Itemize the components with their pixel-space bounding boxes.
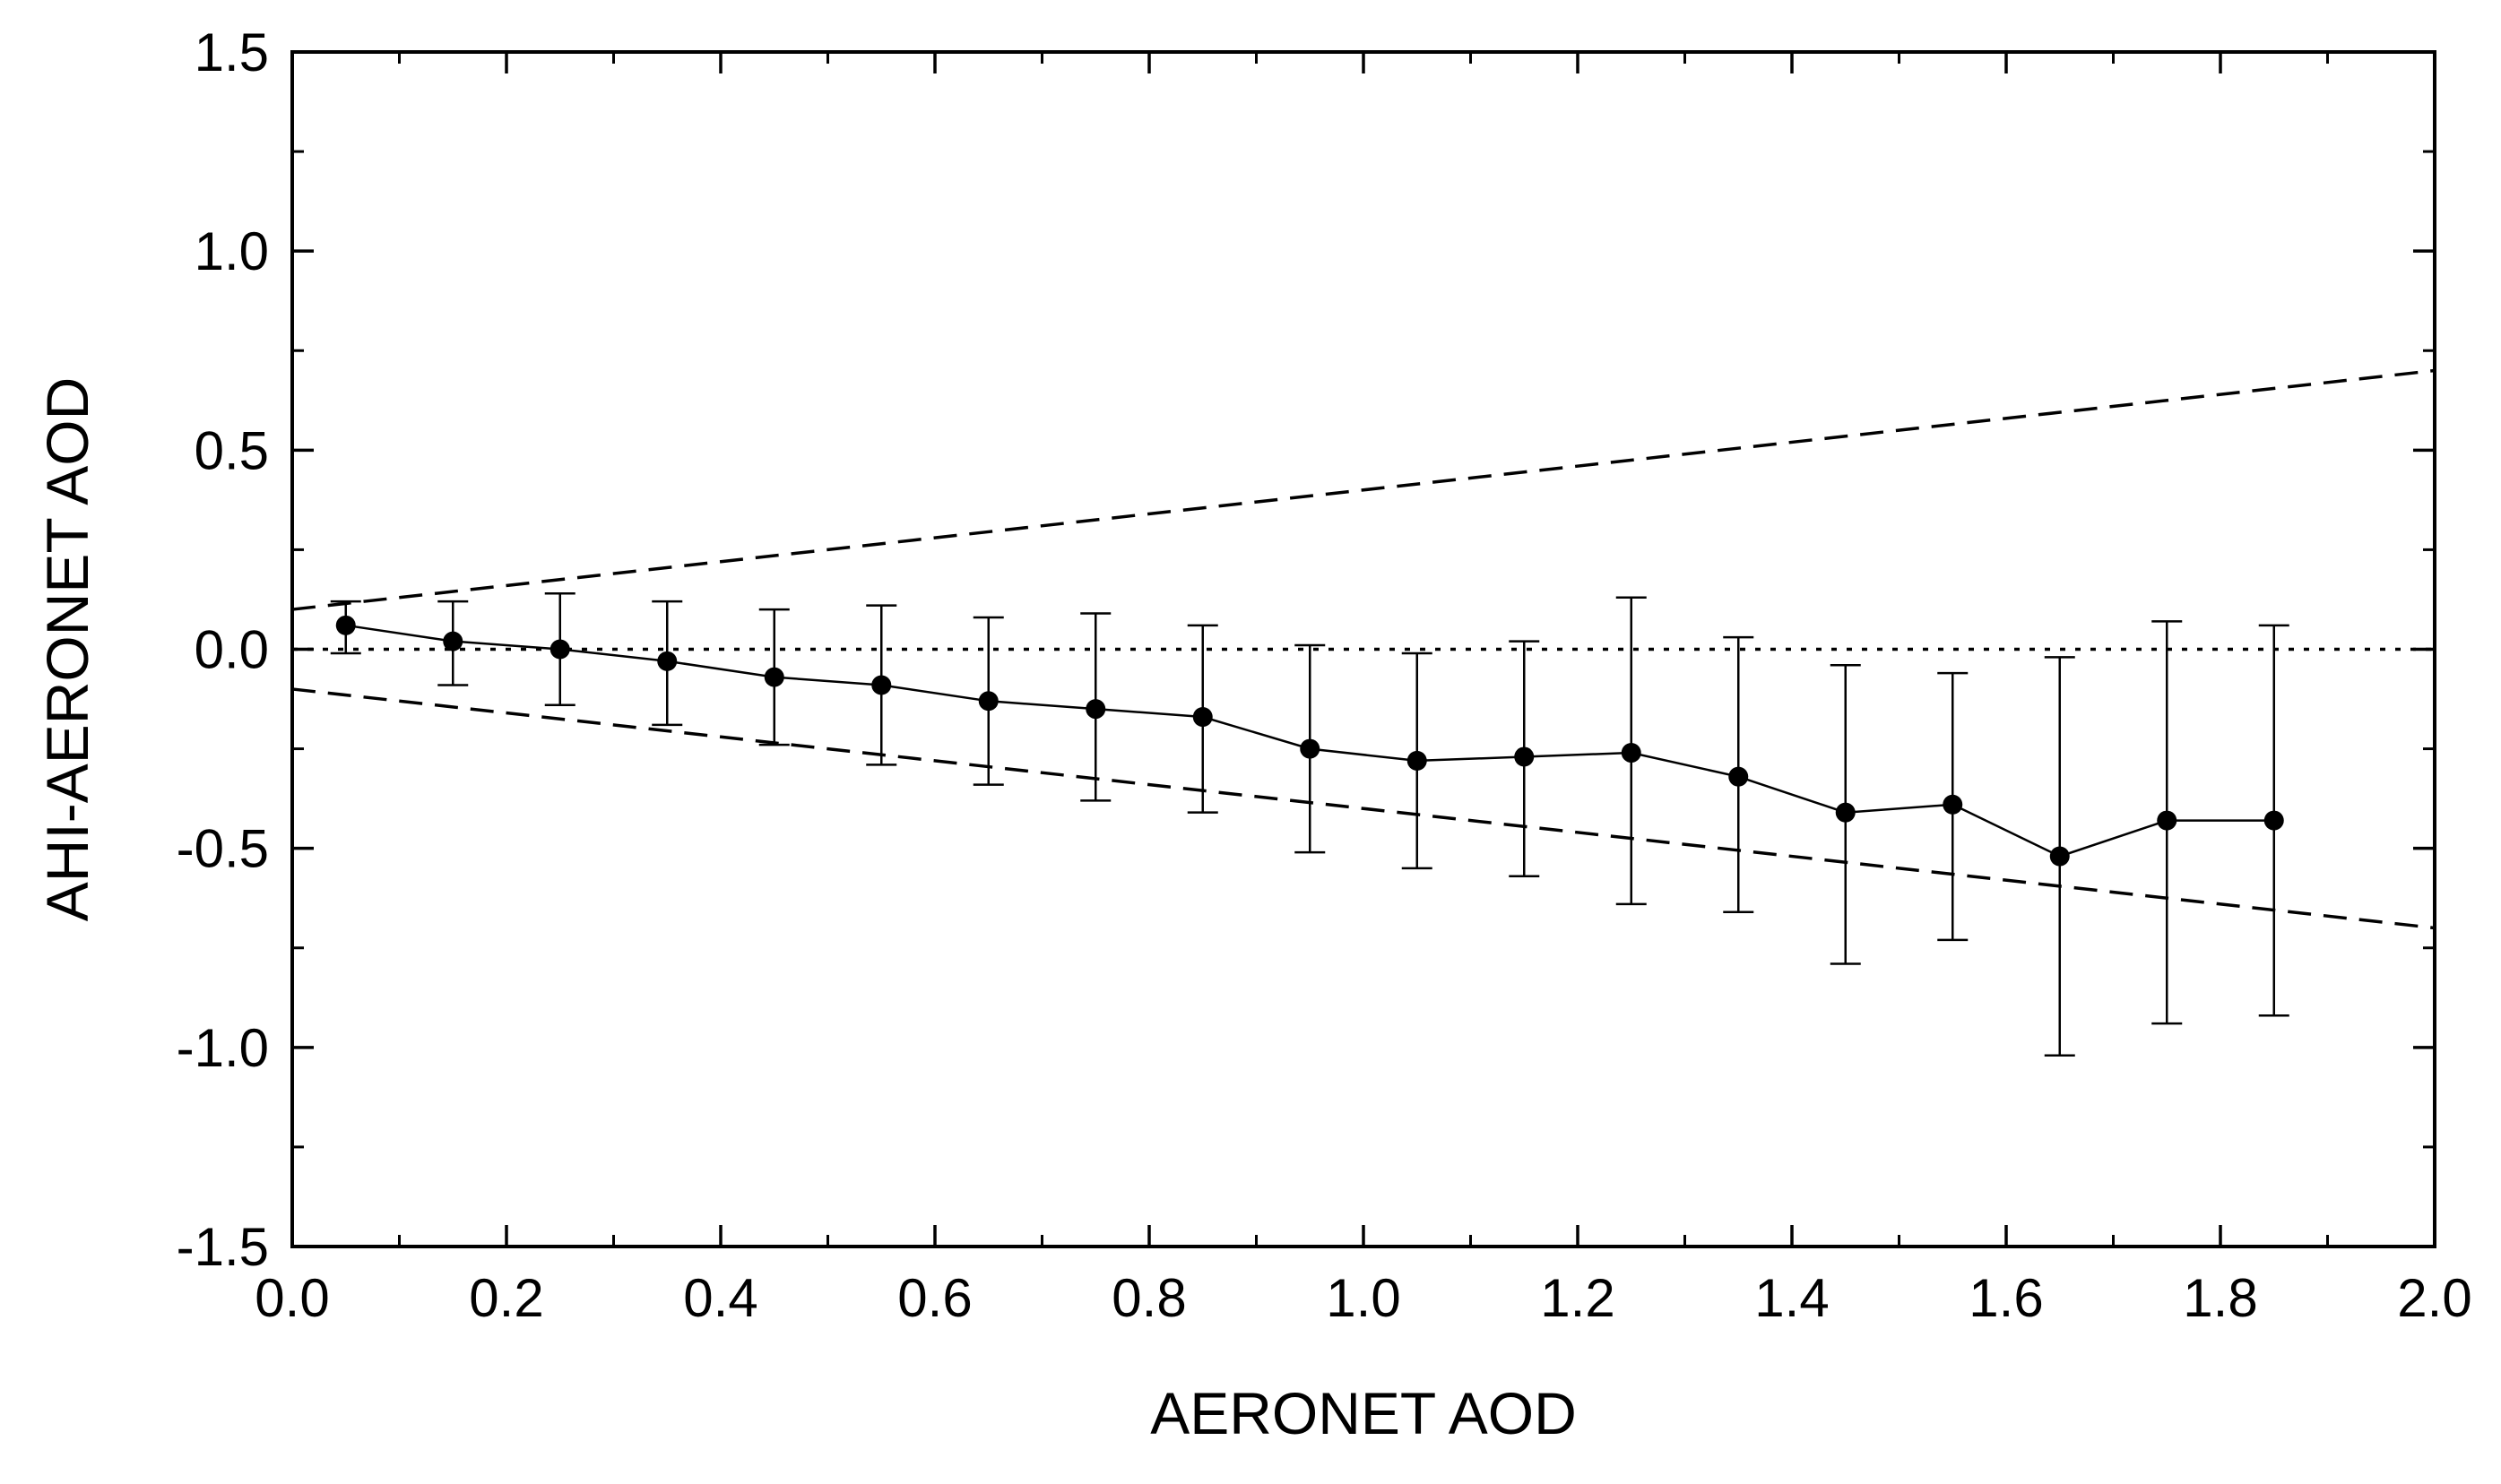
y-tick-label: 1.0	[195, 221, 269, 281]
reference-lines	[291, 368, 2436, 930]
data-point	[1835, 802, 1856, 823]
x-tick-label: 1.4	[1754, 1268, 1829, 1328]
x-tick-label: 0.4	[683, 1268, 757, 1328]
x-tick-label: 1.8	[2183, 1268, 2257, 1328]
data-point	[335, 615, 356, 635]
x-tick-label: 1.6	[1969, 1268, 2043, 1328]
data-point	[2263, 810, 2284, 831]
x-tick-label: 0.8	[1112, 1268, 1186, 1328]
data-series	[330, 592, 2289, 1057]
data-point	[1406, 750, 1427, 771]
data-point	[1728, 766, 1749, 787]
data-point	[1514, 746, 1535, 767]
reference-line-dashed	[291, 368, 2436, 611]
data-point	[871, 675, 892, 695]
data-point	[1621, 743, 1641, 764]
y-tick-label: 1.5	[195, 22, 269, 82]
axis-ticks: 0.0 0.2 0.4 0.6 0.8 1.0 1.2 1.4 1.6 1.8 2.0 -1.5 -1.…	[177, 22, 2472, 1328]
x-axis-title: AERONET AOD	[1150, 1380, 1577, 1446]
data-point	[443, 631, 463, 651]
x-tick-label: 0.2	[469, 1268, 543, 1328]
x-tick-label: 2.0	[2397, 1268, 2471, 1328]
y-tick-label: -1.0	[177, 1018, 269, 1078]
x-tick-label: 1.0	[1326, 1268, 1400, 1328]
y-tick-label: -1.5	[177, 1217, 269, 1277]
y-tick-label: 0.0	[195, 620, 269, 680]
x-tick-label: 0.6	[897, 1268, 972, 1328]
data-point	[1300, 738, 1320, 759]
reference-line-dashed	[291, 687, 2436, 930]
data-point	[2049, 846, 2070, 867]
data-point	[1192, 707, 1213, 728]
data-point	[1943, 794, 1963, 815]
data-point	[657, 651, 678, 671]
data-point	[764, 667, 784, 687]
y-tick-label: -0.5	[177, 819, 269, 879]
x-tick-label: 0.0	[255, 1268, 329, 1328]
data-point	[978, 691, 999, 712]
data-point	[1086, 699, 1106, 720]
y-axis-title: AHI-AERONET AOD	[34, 377, 100, 922]
data-point	[2157, 810, 2177, 831]
x-tick-label: 1.2	[1540, 1268, 1614, 1328]
data-point	[550, 639, 570, 660]
y-tick-label: 0.5	[195, 420, 269, 480]
